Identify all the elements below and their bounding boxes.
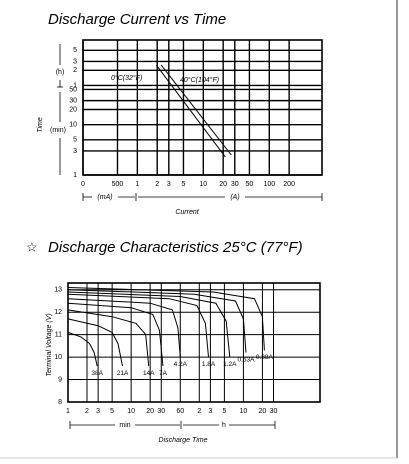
x-tick-label: 20 <box>219 181 227 188</box>
series-label: 38A <box>91 370 103 377</box>
y-tick-label: 20 <box>69 106 77 113</box>
x-unit: (A) <box>230 194 239 201</box>
y-tick-label: 50 <box>69 86 77 93</box>
x-tick-label: 2 <box>85 408 89 415</box>
y-tick-label: 5 <box>73 137 77 144</box>
x-unit: (mA) <box>97 194 112 201</box>
y-axis-title: Time <box>37 117 44 133</box>
series-label: 1.2A <box>223 361 237 368</box>
y-tick-label: 2 <box>73 67 77 74</box>
y-tick-label: 13 <box>54 287 62 294</box>
series-line <box>67 298 181 358</box>
x-tick-label: 10 <box>127 408 135 415</box>
x-tick-label: 50 <box>246 181 254 188</box>
star-icon: ☆ <box>26 239 38 254</box>
x-tick-label: 60 <box>176 408 184 415</box>
series-line <box>67 318 123 367</box>
series-label: 0.38A <box>256 354 274 361</box>
chart-title: Discharge Characteristics 25°C (77°F) <box>48 239 303 256</box>
x-tick-label: 0 <box>81 181 85 188</box>
series-line <box>67 331 98 367</box>
x-tick-label: 30 <box>157 408 165 415</box>
y-tick-label: 1 <box>73 172 77 179</box>
x-tick-label: 5 <box>110 408 114 415</box>
series-label: 1.8A <box>202 361 216 368</box>
series-line <box>67 291 231 358</box>
x-tick-label: 20 <box>146 408 154 415</box>
x-tick-label: 3 <box>208 408 212 415</box>
series-line <box>67 309 150 367</box>
x-tick-label: 2 <box>155 181 159 188</box>
y-tick-label: 1 <box>73 82 77 89</box>
y-unit: (h) <box>56 69 65 76</box>
series-label: 21A <box>117 370 129 377</box>
plot-frame <box>82 39 323 176</box>
chart-title: Discharge Current vs Time <box>48 11 226 28</box>
y-unit: (min) <box>50 127 66 134</box>
series-label: 0°C(32°F) <box>111 74 142 82</box>
series-line <box>67 289 247 353</box>
x-tick-label: 1 <box>135 181 139 188</box>
series-line <box>67 287 265 351</box>
x-tick-label: 10 <box>199 181 207 188</box>
series-label: 0.63A <box>238 356 256 363</box>
y-tick-label: 5 <box>73 47 77 54</box>
y-tick-label: 9 <box>58 376 62 383</box>
y-tick-label: 3 <box>73 58 77 65</box>
y-tick-label: 10 <box>69 121 77 128</box>
x-tick-label: 30 <box>270 408 278 415</box>
x-tick-label: 3 <box>96 408 100 415</box>
x-tick-label: 100 <box>263 181 275 188</box>
x-tick-label: 10 <box>240 408 248 415</box>
series-label: 40°C(104°F) <box>180 76 219 84</box>
x-unit: min <box>119 422 130 429</box>
series-label: 4.2A <box>174 361 188 368</box>
x-tick-label: 3 <box>167 181 171 188</box>
x-axis-title: Discharge Time <box>159 437 208 444</box>
series-line <box>67 302 164 367</box>
x-tick-label: 5 <box>182 181 186 188</box>
series-label: 14A <box>143 370 155 377</box>
axis-brackets <box>69 421 276 429</box>
y-tick-label: 12 <box>54 309 62 316</box>
series-line <box>67 293 209 358</box>
x-tick-label: 5 <box>222 408 226 415</box>
x-tick-label: 20 <box>259 408 267 415</box>
x-tick-label: 200 <box>283 181 295 188</box>
y-tick-label: 10 <box>54 354 62 361</box>
x-tick-label: 2 <box>197 408 201 415</box>
y-tick-label: 3 <box>73 148 77 155</box>
series-line <box>160 64 232 156</box>
x-tick-label: 500 <box>112 181 124 188</box>
plot-frame <box>67 282 321 403</box>
x-axis-title: Current <box>175 209 199 216</box>
y-tick-label: 30 <box>69 97 77 104</box>
x-tick-label: 1 <box>66 408 70 415</box>
axis-brackets <box>57 44 323 201</box>
x-tick-label: 30 <box>231 181 239 188</box>
series-label: 7A <box>159 370 168 377</box>
series-line <box>155 64 226 158</box>
y-tick-label: 11 <box>55 331 62 338</box>
x-unit: h <box>222 422 226 429</box>
y-axis-title: Terminal Voltage (V) <box>46 313 53 376</box>
y-tick-label: 8 <box>58 399 62 406</box>
